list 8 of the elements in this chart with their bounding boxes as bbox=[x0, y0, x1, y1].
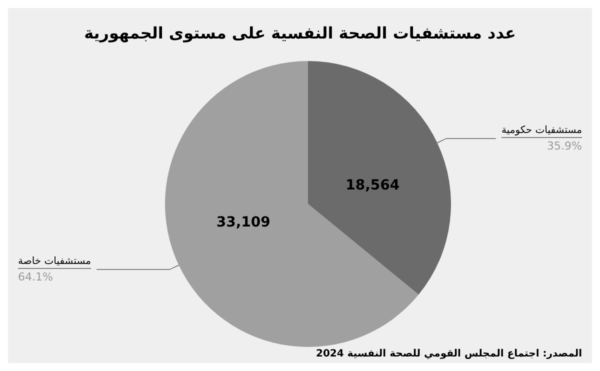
data-label: 18,564 bbox=[346, 178, 400, 194]
slice-label: مستشفيات حكومية bbox=[501, 125, 582, 136]
text: 35.9% bbox=[547, 140, 582, 153]
data-label: 33,109 bbox=[216, 214, 270, 230]
slice-label: مستشفيات خاصة bbox=[18, 256, 92, 267]
text: المصدر: اجتماع المجلس القومي للصحة النفسية 2024 bbox=[316, 348, 582, 360]
text: 64.1% bbox=[18, 270, 53, 284]
chart-title: عدد مستشفيات الصحة النفسية على مستوى الجمهورية bbox=[84, 24, 516, 42]
